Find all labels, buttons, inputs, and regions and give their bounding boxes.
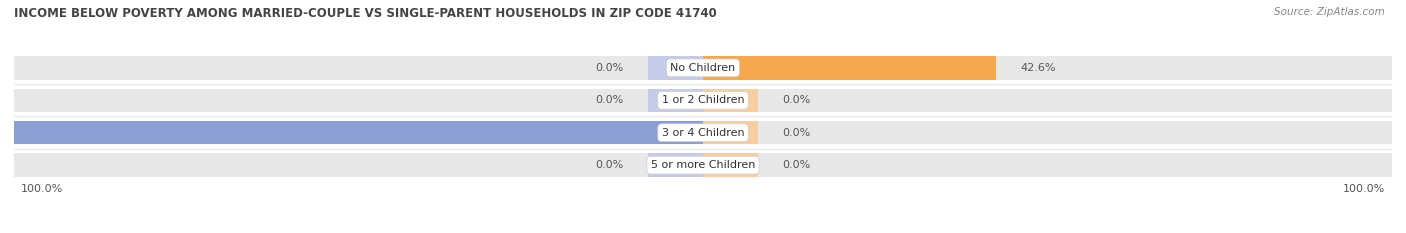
Bar	[14, 154, 1392, 177]
Bar	[14, 89, 1392, 112]
Text: 0.0%: 0.0%	[596, 63, 624, 73]
Bar	[703, 56, 997, 79]
Text: INCOME BELOW POVERTY AMONG MARRIED-COUPLE VS SINGLE-PARENT HOUSEHOLDS IN ZIP COD: INCOME BELOW POVERTY AMONG MARRIED-COUPL…	[14, 7, 717, 20]
Bar	[648, 56, 703, 79]
Text: 5 or more Children: 5 or more Children	[651, 160, 755, 170]
Text: 100.0%: 100.0%	[21, 185, 63, 195]
Bar	[648, 154, 703, 177]
Text: Source: ZipAtlas.com: Source: ZipAtlas.com	[1274, 7, 1385, 17]
Text: 1 or 2 Children: 1 or 2 Children	[662, 95, 744, 105]
Text: 0.0%: 0.0%	[596, 95, 624, 105]
Bar	[14, 56, 1392, 79]
Bar	[703, 154, 758, 177]
Text: 0.0%: 0.0%	[596, 160, 624, 170]
Bar	[14, 121, 1392, 144]
Text: No Children: No Children	[671, 63, 735, 73]
Text: 0.0%: 0.0%	[782, 95, 810, 105]
Text: 42.6%: 42.6%	[1021, 63, 1056, 73]
Bar	[14, 121, 703, 144]
Text: 3 or 4 Children: 3 or 4 Children	[662, 128, 744, 138]
Bar	[703, 89, 758, 112]
Text: 0.0%: 0.0%	[782, 128, 810, 138]
Bar	[648, 89, 703, 112]
Bar	[703, 121, 758, 144]
Text: 100.0%: 100.0%	[1343, 185, 1385, 195]
Text: 0.0%: 0.0%	[782, 160, 810, 170]
